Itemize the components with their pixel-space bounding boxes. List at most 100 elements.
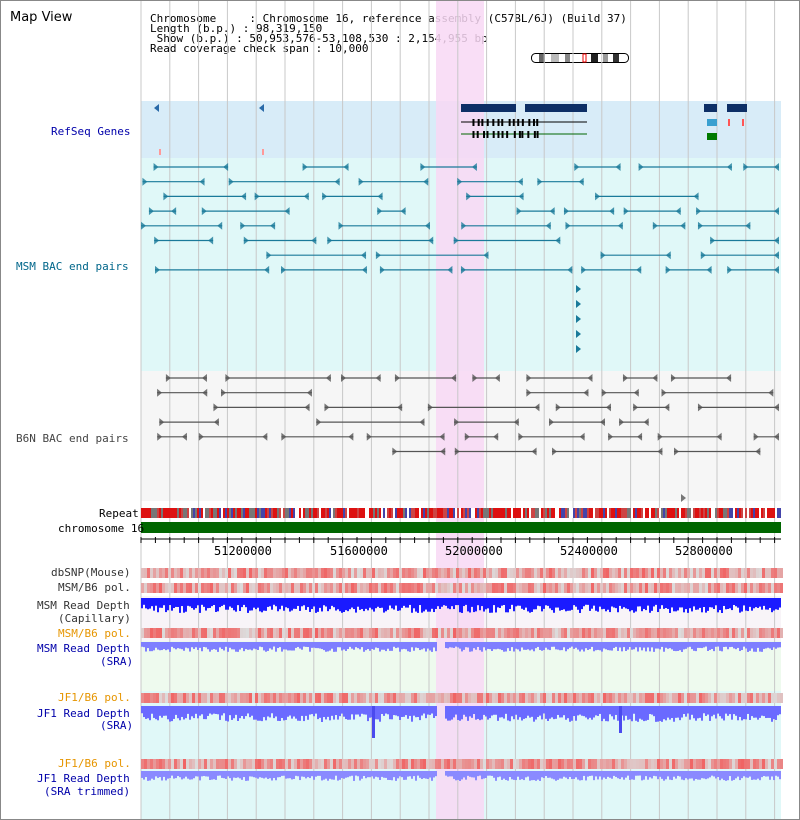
polymorphism-cell xyxy=(636,693,639,703)
depth-bar xyxy=(493,706,495,715)
repeat-segment xyxy=(603,508,605,518)
repeat-segment xyxy=(561,508,563,518)
depth-bar xyxy=(485,642,487,651)
polymorphism-cell xyxy=(459,583,462,593)
polymorphism-cell xyxy=(336,628,339,638)
msm-bac-pair-end xyxy=(358,177,364,186)
repeat-segment xyxy=(267,508,269,518)
polymorphism-cell xyxy=(408,628,411,638)
polymorphism-cell xyxy=(150,583,153,593)
jf1-b6-pol2-label[interactable]: JF1/B6 pol. xyxy=(58,757,131,770)
depth-bar xyxy=(587,642,589,650)
msm-b6-pol2-label[interactable]: MSM/B6 pol. xyxy=(58,627,131,640)
depth-bar xyxy=(757,598,759,608)
polymorphism-cell xyxy=(477,568,480,578)
b6n-bac-pair-end xyxy=(768,388,774,397)
polymorphism-cell xyxy=(306,568,309,578)
polymorphism-cell xyxy=(597,583,600,593)
depth-bar xyxy=(699,642,701,648)
msm-b6-pol-label[interactable]: MSM/B6 pol. xyxy=(58,581,131,594)
polymorphism-cell xyxy=(192,759,195,769)
depth-bar xyxy=(225,706,227,721)
polymorphism-cell xyxy=(675,628,678,638)
depth-bar xyxy=(211,706,213,715)
depth-bar xyxy=(205,771,207,777)
polymorphism-cell xyxy=(450,759,453,769)
repeat-segment xyxy=(717,508,719,518)
depth-bar xyxy=(305,642,307,647)
polymorphism-cell xyxy=(165,628,168,638)
depth-bar xyxy=(367,771,369,778)
depth-bar xyxy=(665,642,667,648)
sra-sublabel-2: (SRA) xyxy=(100,719,134,732)
depth-bar xyxy=(573,642,575,649)
depth-bar xyxy=(183,771,185,779)
jf1-read-depth-sra-label[interactable]: JF1 Read Depth xyxy=(37,707,130,720)
polymorphism-cell xyxy=(291,759,294,769)
msm-bac-pair-end xyxy=(545,221,551,230)
depth-bar xyxy=(591,598,593,609)
jf1-b6-pol-label[interactable]: JF1/B6 pol. xyxy=(58,691,131,704)
polymorphism-cell xyxy=(285,568,288,578)
depth-bar xyxy=(371,771,373,777)
polymorphism-cell xyxy=(513,568,516,578)
repeat-segment xyxy=(673,508,675,518)
b6n-bac-pair-end xyxy=(213,403,219,412)
polymorphism-cell xyxy=(330,628,333,638)
repeat-segment xyxy=(691,508,693,518)
polymorphism-cell xyxy=(492,568,495,578)
polymorphism-cell xyxy=(645,568,648,578)
msm-bac-pair-end xyxy=(270,221,276,230)
repeat-segment xyxy=(461,508,463,518)
depth-bar xyxy=(313,598,315,607)
depth-bar xyxy=(163,598,165,606)
polymorphism-cell xyxy=(594,568,597,578)
depth-bar xyxy=(155,598,157,606)
polymorphism-cell xyxy=(426,568,429,578)
depth-bar xyxy=(547,706,549,721)
msm-bac-label[interactable]: MSM BAC end pairs xyxy=(16,260,129,273)
depth-bar xyxy=(447,706,449,721)
polymorphism-cell xyxy=(369,693,372,703)
polymorphism-cell xyxy=(423,628,426,638)
depth-bar xyxy=(401,598,403,608)
depth-bar xyxy=(599,771,601,777)
polymorphism-cell xyxy=(711,693,714,703)
depth-bar xyxy=(451,771,453,777)
depth-bar xyxy=(245,706,247,717)
polymorphism-cell xyxy=(465,583,468,593)
repeat-segment xyxy=(493,508,495,518)
msm-read-depth-sra-label[interactable]: MSM Read Depth xyxy=(37,642,130,655)
depth-bar xyxy=(261,771,263,778)
jf1-read-depth-trimmed-label[interactable]: JF1 Read Depth xyxy=(37,772,130,785)
polymorphism-cell xyxy=(399,759,402,769)
repeat-segment xyxy=(355,508,357,518)
repeat-segment xyxy=(695,508,697,518)
repeat-segment xyxy=(765,508,767,518)
depth-bar xyxy=(731,771,733,781)
depth-bar xyxy=(445,706,447,719)
depth-bar xyxy=(611,706,613,717)
b6n-bac-label[interactable]: B6N BAC end pairs xyxy=(16,432,129,445)
repeat-segment xyxy=(337,508,339,518)
polymorphism-cell xyxy=(696,693,699,703)
depth-bar xyxy=(305,598,307,610)
refseq-genes-label[interactable]: RefSeq Genes xyxy=(51,125,131,138)
depth-bar xyxy=(611,771,613,779)
chromosome-ideogram[interactable] xyxy=(531,53,629,63)
polymorphism-cell xyxy=(342,568,345,578)
depth-bar xyxy=(169,598,171,606)
polymorphism-cell xyxy=(213,583,216,593)
msm-bac-pair-end xyxy=(537,177,543,186)
polymorphism-cell xyxy=(312,693,315,703)
depth-bar xyxy=(181,598,183,607)
repeat-segment xyxy=(749,508,751,518)
polymorphism-cell xyxy=(624,628,627,638)
dbsnp-label[interactable]: dbSNP(Mouse) xyxy=(51,566,131,579)
polymorphism-cell xyxy=(777,693,780,703)
msm-read-depth-capillary-label[interactable]: MSM Read Depth xyxy=(37,599,130,612)
depth-bar xyxy=(495,771,497,781)
depth-bar xyxy=(507,706,509,721)
polymorphism-cell xyxy=(666,583,669,593)
